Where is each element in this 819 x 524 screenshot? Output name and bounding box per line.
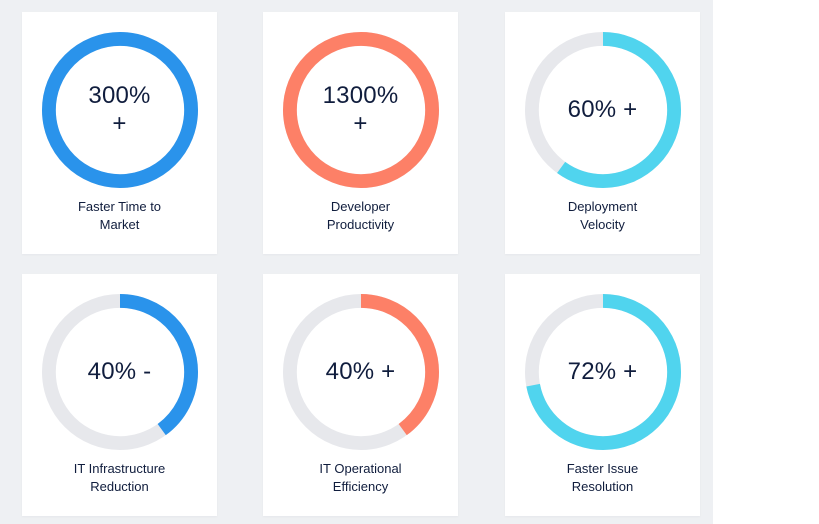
- progress-ring: [524, 31, 682, 189]
- stat-label: IT Infrastructure Reduction: [73, 461, 166, 494]
- stat-value: 40% +: [325, 358, 396, 385]
- stat-card-it-operational-efficiency: 40% + IT Operational Efficiency: [263, 274, 458, 516]
- progress-ring-arc: [41, 31, 199, 189]
- progress-ring-arc: [524, 293, 682, 451]
- stat-card-developer-productivity: 1300% + Developer Productivity: [263, 12, 458, 254]
- stat-label: Faster Issue Resolution: [566, 461, 639, 494]
- progress-ring: [41, 293, 199, 451]
- stat-value: 300% +: [88, 82, 151, 137]
- stat-card-faster-issue-resolution: 72% + Faster Issue Resolution: [505, 274, 700, 516]
- progress-ring: [282, 293, 440, 451]
- stat-label: Deployment Velocity: [567, 199, 638, 232]
- progress-ring: [41, 31, 199, 189]
- stat-value: 60% +: [567, 96, 638, 123]
- progress-ring-arc: [282, 293, 440, 451]
- stat-card-deployment-velocity: 60% + Deployment Velocity: [505, 12, 700, 254]
- progress-ring: [282, 31, 440, 189]
- progress-ring: [524, 293, 682, 451]
- stat-label: IT Operational Efficiency: [319, 461, 402, 494]
- stat-label: Faster Time to Market: [77, 199, 162, 232]
- stat-value: 1300% +: [322, 82, 399, 137]
- stat-card-faster-time-to-market: 300% + Faster Time to Market: [22, 12, 217, 254]
- progress-ring-arc: [282, 31, 440, 189]
- stat-label: Developer Productivity: [326, 199, 395, 232]
- stat-card-it-infrastructure-reduction: 40% - IT Infrastructure Reduction: [22, 274, 217, 516]
- stat-value: 72% +: [567, 358, 638, 385]
- progress-ring-arc: [41, 293, 199, 451]
- stat-value: 40% -: [87, 358, 152, 385]
- progress-ring-arc: [524, 31, 682, 189]
- stats-panel: 300% + Faster Time to Market 1300% + Dev…: [0, 0, 713, 524]
